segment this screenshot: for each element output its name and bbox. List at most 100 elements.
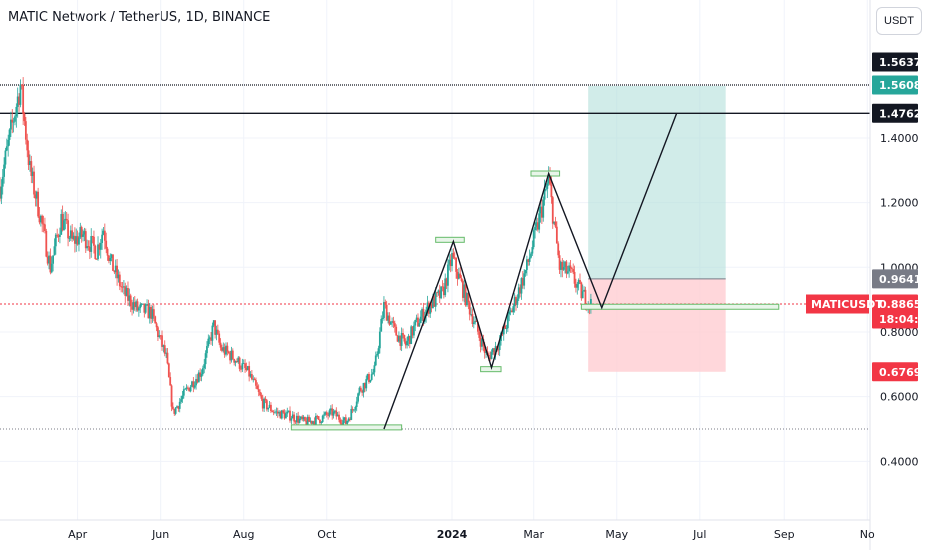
price-badge [872,103,918,123]
candle-body [157,327,159,338]
candle-body [347,418,350,421]
currency-button[interactable]: USDT [876,7,922,35]
candle-body [346,420,349,424]
target-zone[interactable] [588,85,726,279]
candle-body [317,416,320,420]
candle-body [184,388,187,390]
candle-body [218,333,221,343]
candle-body [432,296,434,308]
candle-body [493,348,496,355]
candle-body [199,372,202,377]
candle-body [84,231,87,249]
y-tick-label: 1.4000 [880,132,919,145]
candle-body [425,309,428,317]
candle-body [422,309,425,322]
candle-body [1,176,4,187]
candle-body [53,246,56,256]
candle-body [438,290,441,299]
candle-body [4,150,7,165]
candle-body [166,352,169,364]
support-box[interactable] [290,424,403,431]
candle-body [146,304,148,305]
support-box[interactable] [580,303,780,310]
x-tick-label: Oct [317,528,337,541]
candle-body [0,186,1,199]
candle-body [116,265,118,279]
candle-body [342,420,344,425]
candle-body [293,414,295,422]
candle-body [400,333,403,346]
candle-body [245,367,248,371]
candle-body [72,235,75,239]
candle-body [22,85,25,114]
candle-body [560,262,562,270]
candle-body [377,348,380,354]
support-box[interactable] [530,170,561,177]
candle-body [79,227,82,238]
candle-body [354,406,357,410]
candle-body [274,411,276,413]
candle-body [291,414,294,419]
candle-body [105,240,108,249]
candle-body [132,302,135,310]
candle-body [516,298,519,305]
candle-body [136,301,139,311]
candle-body [63,220,65,231]
candle-body [464,284,467,306]
candle-body [327,414,330,416]
candle-body [535,222,538,227]
candle-body [452,253,455,258]
candle-body [323,414,325,416]
candle-body [526,259,528,270]
candle-body [128,295,131,301]
support-box[interactable] [435,236,465,243]
candle-body [447,264,449,286]
candle-body [46,256,49,264]
candle-body [230,350,233,361]
candle-body [23,113,26,122]
candle-body [532,230,535,248]
candle-body [222,347,225,351]
candle-body [530,253,532,258]
candle-body [506,314,509,329]
candle-body [479,337,482,347]
candle-body [38,216,41,223]
candle-body [133,302,136,308]
candle-body [415,317,418,320]
candle-body [444,278,447,296]
candle-body [449,259,452,267]
candle-body [380,318,383,332]
stop-zone[interactable] [588,278,726,372]
symbol-tag-text: MATICUSDT [811,298,883,311]
candle-body [471,314,474,325]
pattern-line[interactable] [383,113,678,430]
candle-body [545,188,547,190]
candle-body [539,206,542,214]
candle-body [325,412,328,415]
candle-body [481,339,483,347]
candle-body [193,385,196,388]
candle-body [135,301,138,308]
candle-body [294,421,297,423]
candle-body [312,421,315,424]
candle-body [336,414,339,417]
candle-body [340,423,343,425]
candle-body [260,395,263,399]
candle-body [18,96,20,105]
y-tick-label: 0.4000 [880,455,919,468]
x-tick-label: Jul [692,528,706,541]
candle-body [215,329,218,335]
candle-body [287,410,290,412]
candle-body [91,236,94,237]
candle-body [370,374,373,380]
candle-body [474,320,477,323]
candle-body [396,335,399,342]
candle-body [297,415,300,423]
candle-body [290,418,293,421]
candle-body [204,353,207,365]
candle-body [302,416,305,420]
candle-body [584,289,587,306]
candle-body [472,322,475,325]
candle-body [374,355,377,366]
